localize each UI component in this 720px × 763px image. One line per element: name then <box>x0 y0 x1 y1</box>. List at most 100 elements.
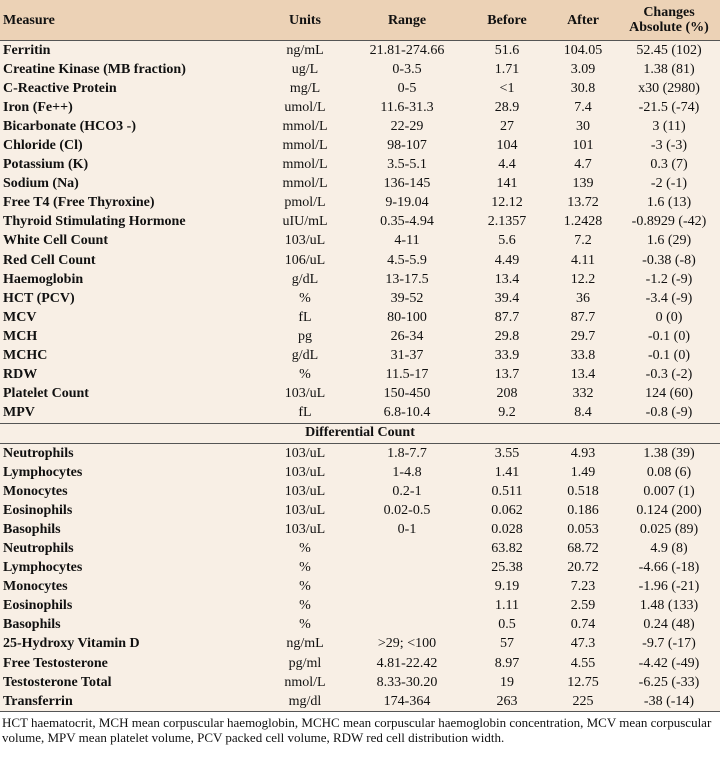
table-cell: 47.3 <box>570 636 596 652</box>
table-cell: -6.25 (-33) <box>638 674 700 690</box>
table-cell: 124 (60) <box>645 386 693 402</box>
table-cell: 1-4.8 <box>392 464 422 480</box>
measure-cell: Iron (Fe++) <box>3 99 73 115</box>
measure-cell: Bicarbonate (HCO3 -) <box>3 118 136 134</box>
table-cell: 332 <box>572 386 594 402</box>
table-row: Basophils% 0.5 0.74 0.24 (48) <box>0 616 720 635</box>
table-cell: 0.028 <box>491 521 523 537</box>
table-cell: 1.71 <box>494 61 520 77</box>
table-header: Measure Units Range Before After Changes Abso… <box>0 0 720 41</box>
header-row: Measure Units Range Before After Changes Abso… <box>0 0 720 41</box>
header-cell: Changes Absolute (%) <box>618 0 720 41</box>
table-cell: mmol/L <box>282 157 328 173</box>
table-cell: 104 <box>496 138 518 154</box>
table-cell: % <box>299 598 311 614</box>
table-row: Creatine Kinase (MB fraction) ug/L 0-3.5 1.… <box>0 60 720 79</box>
table-row: Bicarbonate (HCO3 -) mmol/L 22-29 27 30 3 (11… <box>0 117 720 136</box>
header-cell: Units <box>262 0 348 41</box>
table-cell: 0-3.5 <box>392 61 422 77</box>
table-row: Lymphocytes% 25.38 20.72 -4.66 (-18) <box>0 559 720 578</box>
measure-cell: MCHC <box>3 348 48 364</box>
table-cell: 103/uL <box>284 521 326 537</box>
table-cell: 5.6 <box>498 233 516 249</box>
table-cell: 1.11 <box>495 598 519 614</box>
table-row: Monocytes 103/uL 0.2-1 0.511 0.518 0.007 (1) <box>0 482 720 501</box>
table-cell: 25.38 <box>491 560 523 576</box>
table-cell: 33.9 <box>494 348 520 364</box>
table-cell: 4.5-5.9 <box>387 252 427 268</box>
table-cell: 9.2 <box>498 405 516 421</box>
table-cell: 174-364 <box>348 692 466 713</box>
table-row: Transferrin mg/dl 174-364 263 225 -38 (-14) <box>0 692 720 713</box>
table-cell: nmol/L <box>284 674 326 690</box>
table-cell: 39.4 <box>494 290 520 306</box>
table-cell: 141 <box>496 176 518 192</box>
table-cell: g/dL <box>291 348 319 364</box>
table-cell: 0.511 <box>491 483 523 499</box>
table-row: MCV fL 80-100 87.7 87.7 0 (0) <box>0 308 720 327</box>
footnote: HCT haematocrit, MCH mean corpuscular ha… <box>2 715 712 746</box>
table-cell: 4.11 <box>571 252 595 268</box>
table-cell: -4.66 (-18) <box>638 560 700 576</box>
table-cell: 1.6 (29) <box>646 233 692 249</box>
measure-cell: Free T4 (Free Thyroxine) <box>3 195 155 211</box>
table-cell: 0.24 (48) <box>643 617 695 633</box>
table-cell: 12.2 <box>570 271 596 287</box>
table-row: Basophils 103/uL 0-1 0.028 0.053 0.025 (89) <box>0 520 720 539</box>
table-cell: 103/uL <box>284 502 326 518</box>
measure-cell: Free Testosterone <box>3 655 108 671</box>
measure-cell: Sodium (Na) <box>3 176 79 192</box>
measure-cell: Red Cell Count <box>3 252 96 268</box>
measure-cell: Ferritin <box>3 42 51 58</box>
table-cell: 0.518 <box>567 483 599 499</box>
table-cell: -0.8929 (-42) <box>631 214 707 230</box>
table-cell: 68.72 <box>567 540 599 556</box>
table-cell: 6.8-10.4 <box>383 405 431 421</box>
table-cell: 4.81-22.42 <box>376 655 438 671</box>
table-cell: mg/dl <box>262 692 348 713</box>
table-cell: -0.1 (0) <box>648 328 690 344</box>
table-cell: 0-1 <box>397 521 417 537</box>
table-cell: 20.72 <box>567 560 599 576</box>
table-cell: 4.9 (8) <box>650 540 688 556</box>
table-cell: 208 <box>496 386 518 402</box>
measure-cell: Neutrophils <box>3 540 74 556</box>
table-cell: g/dL <box>291 271 319 287</box>
table-row: Iron (Fe++) umol/L 11.6-31.3 28.9 7.4 -21.5 (… <box>0 98 720 117</box>
table-cell: 103/uL <box>284 483 326 499</box>
table-cell: fL <box>298 405 312 421</box>
table-cell: -0.38 (-8) <box>642 252 696 268</box>
table-cell: 150-450 <box>383 386 431 402</box>
table-cell: % <box>299 560 311 576</box>
table-cell: 52.45 (102) <box>636 42 702 58</box>
table-cell: 39-52 <box>390 290 424 306</box>
table-cell: 7.23 <box>570 579 596 595</box>
table-row: Eosinophils% 1.11 2.59 1.48 (133) <box>0 597 720 616</box>
table-cell: 263 <box>466 692 548 713</box>
table-row: Neutrophils 103/uL 1.8-7.7 3.55 4.93 1.38 (39… <box>0 443 720 463</box>
table-cell: 139 <box>572 176 594 192</box>
table-cell: 9.19 <box>494 579 520 595</box>
header-cell: After <box>548 0 618 41</box>
measure-cell: C-Reactive Protein <box>3 80 117 96</box>
measure-cell: Lymphocytes <box>3 560 83 576</box>
measure-cell: MPV <box>3 405 35 421</box>
table-cell: 1.2428 <box>563 214 603 230</box>
table-cell: 13-17.5 <box>385 271 429 287</box>
table-cell: umol/L <box>284 99 326 115</box>
table-cell: 3.09 <box>570 61 596 77</box>
measure-cell: Lymphocytes <box>3 464 83 480</box>
table-cell: 0.053 <box>567 521 599 537</box>
table-cell: 22-29 <box>390 118 424 134</box>
table-cell: 51.6 <box>494 42 520 58</box>
table-cell: pg/ml <box>288 655 322 671</box>
table-cell: 0.025 (89) <box>639 521 699 537</box>
table-cell: 29.7 <box>570 328 596 344</box>
table-cell: 2.59 <box>570 598 596 614</box>
table-row: MCHC g/dL 31-37 33.9 33.8 -0.1 (0) <box>0 347 720 366</box>
header-cell: Before <box>466 0 548 41</box>
table-cell: 11.5-17 <box>385 367 429 383</box>
measure-cell: Monocytes <box>3 579 68 595</box>
table-cell: 0-5 <box>397 80 417 96</box>
table-cell: 101 <box>572 138 594 154</box>
